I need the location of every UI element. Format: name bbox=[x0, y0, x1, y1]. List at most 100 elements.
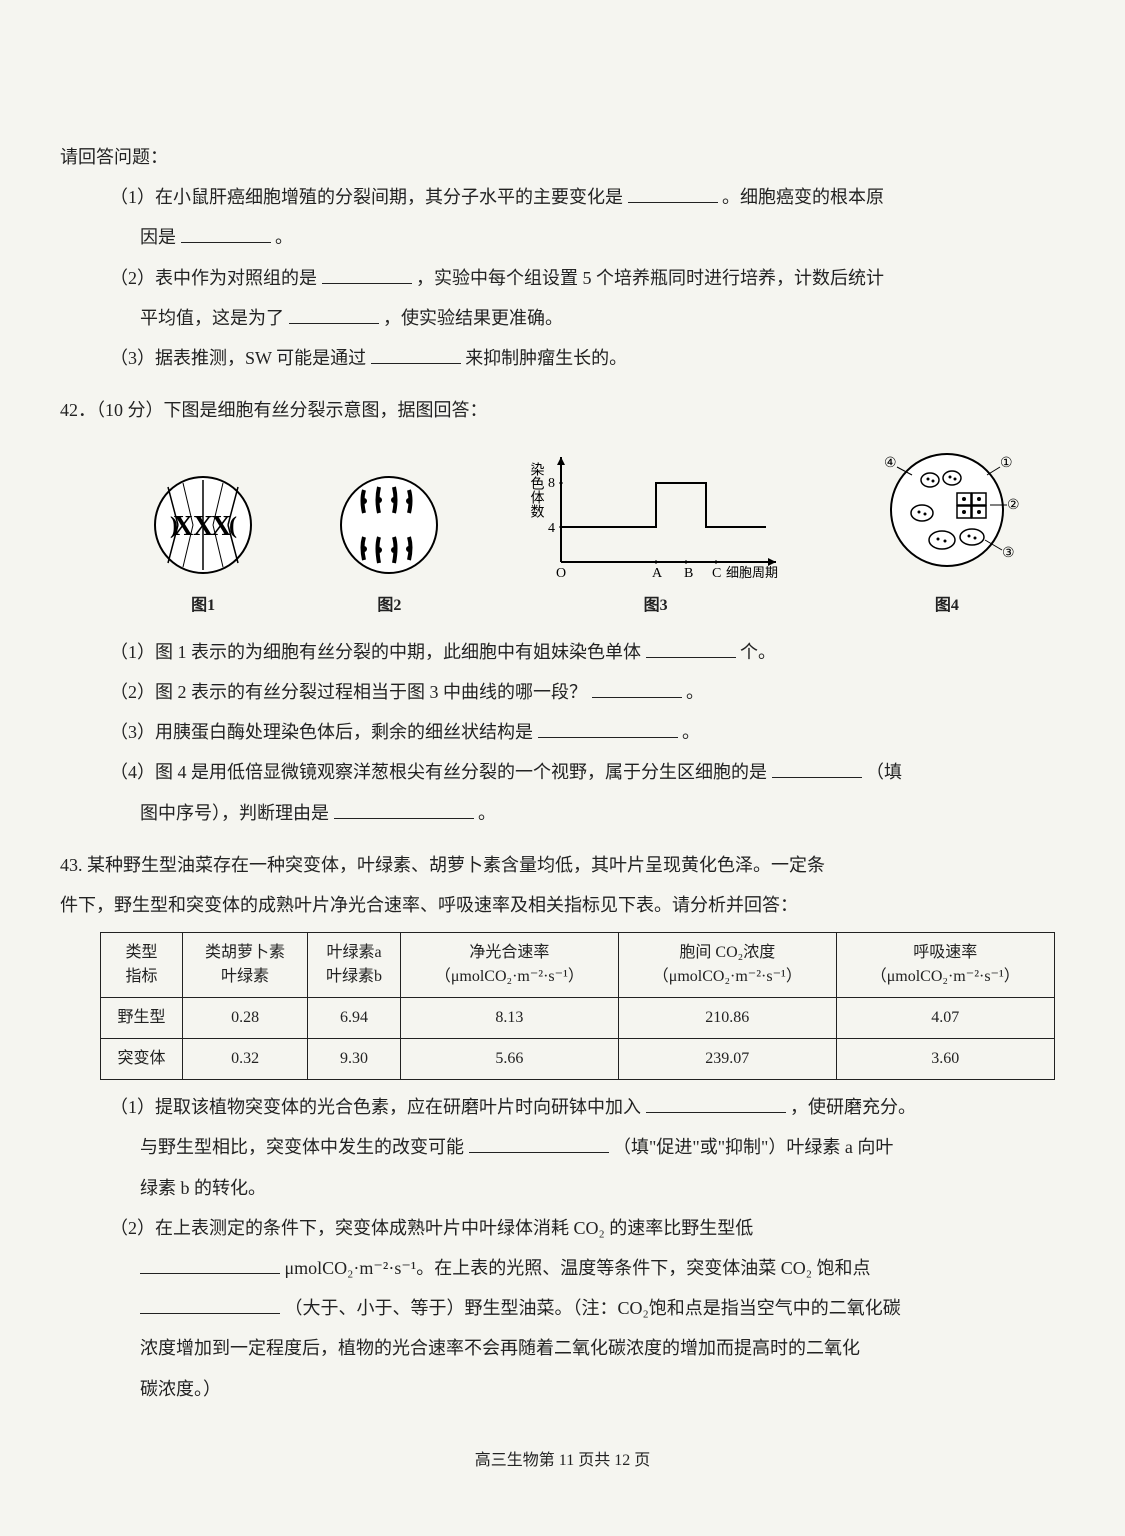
q1-b2-suffix: ，使实验结果更准确。 bbox=[383, 308, 563, 328]
table-cell: 0.28 bbox=[183, 998, 308, 1039]
table-cell: 8.13 bbox=[400, 998, 618, 1039]
q42-d-suffix: （填 bbox=[866, 762, 902, 782]
figure-4: ④ ① ② ③ 图4 bbox=[872, 445, 1022, 621]
q42-header: 42．（10 分）下图是细胞有丝分裂示意图，据图回答： bbox=[60, 393, 1065, 427]
q1-a2: 因是 。 bbox=[60, 220, 1065, 254]
q42-a-suffix: 个。 bbox=[740, 642, 776, 662]
svg-text:③: ③ bbox=[1002, 546, 1015, 561]
fig1-caption: 图1 bbox=[153, 591, 253, 621]
q42-a-text: （1）图 1 表示的为细胞有丝分裂的中期，此细胞中有姐妹染色单体 bbox=[110, 642, 641, 662]
figures-row: X X X ) ( 图1 图2 bbox=[110, 445, 1065, 621]
q1-c: （3）据表推测，SW 可能是通过 来抑制肿瘤生长的。 bbox=[60, 341, 1065, 375]
fig4-caption: 图4 bbox=[872, 591, 1022, 621]
q42-d2-suffix: 。 bbox=[478, 803, 496, 823]
blank bbox=[469, 1135, 609, 1153]
table-cell: 9.30 bbox=[308, 1039, 401, 1080]
blank bbox=[289, 306, 379, 324]
q43-a-suffix: ，使研磨充分。 bbox=[790, 1097, 916, 1117]
svg-text:④: ④ bbox=[884, 456, 897, 471]
q43-b2: μmolCO₂·m⁻²·s⁻¹。在上表的光照、温度等条件下，突变体油菜 CO₂ … bbox=[60, 1251, 1065, 1285]
q42-b-text: （2）图 2 表示的有丝分裂过程相当于图 3 中曲线的哪一段？ bbox=[110, 682, 587, 702]
svg-text:B: B bbox=[684, 566, 693, 581]
q43-header2: 件下，野生型和突变体的成熟叶片净光合速率、呼吸速率及相关指标见下表。请分析并回答… bbox=[60, 888, 1065, 922]
blank bbox=[334, 801, 474, 819]
blank bbox=[140, 1256, 280, 1274]
q1-a: （1）在小鼠肝癌细胞增殖的分裂间期，其分子水平的主要变化是 。细胞癌变的根本原 bbox=[60, 180, 1065, 214]
blank bbox=[538, 720, 678, 738]
table-header: 净光合速率（μmolCO₂·m⁻²·s⁻¹） bbox=[400, 933, 618, 998]
q42-c-text: （3）用胰蛋白酶处理染色体后，剩余的细丝状结构是 bbox=[110, 722, 533, 742]
data-table: 类型指标 类胡萝卜素叶绿素 叶绿素a叶绿素b 净光合速率（μmolCO₂·m⁻²… bbox=[100, 932, 1055, 1080]
q43-b2-suffix: μmolCO₂·m⁻²·s⁻¹。在上表的光照、温度等条件下，突变体油菜 CO₂ … bbox=[285, 1258, 871, 1278]
figure-2: 图2 bbox=[339, 475, 439, 621]
table-cell: 239.07 bbox=[618, 1039, 836, 1080]
blank bbox=[322, 266, 412, 284]
blank bbox=[371, 346, 461, 364]
cell-diagram-2 bbox=[339, 475, 439, 575]
svg-text:①: ① bbox=[1000, 456, 1013, 471]
microscope-view: ④ ① ② ③ bbox=[872, 445, 1022, 575]
q1-a2-suffix: 。 bbox=[275, 227, 293, 247]
svg-text:(: ( bbox=[229, 513, 237, 539]
svg-text:染色体数: 染色体数 bbox=[528, 462, 544, 518]
q1-b2-text: 平均值，这是为了 bbox=[140, 308, 284, 328]
q1-a2-text: 因是 bbox=[140, 227, 176, 247]
table-header: 胞间 CO₂浓度（μmolCO₂·m⁻²·s⁻¹） bbox=[618, 933, 836, 998]
table-header-row: 类型指标 类胡萝卜素叶绿素 叶绿素a叶绿素b 净光合速率（μmolCO₂·m⁻²… bbox=[101, 933, 1055, 998]
fig2-caption: 图2 bbox=[339, 591, 439, 621]
svg-text:②: ② bbox=[1007, 498, 1020, 513]
q1-b-text: （2）表中作为对照组的是 bbox=[110, 268, 317, 288]
svg-text:8: 8 bbox=[548, 476, 555, 491]
table-cell: 0.32 bbox=[183, 1039, 308, 1080]
svg-text:C: C bbox=[712, 566, 721, 581]
table-header: 叶绿素a叶绿素b bbox=[308, 933, 401, 998]
svg-text:): ) bbox=[170, 513, 178, 539]
figure-1: X X X ) ( 图1 bbox=[153, 475, 253, 621]
q42-b: （2）图 2 表示的有丝分裂过程相当于图 3 中曲线的哪一段？ 。 bbox=[60, 675, 1065, 709]
q42-d2-text: 图中序号），判断理由是 bbox=[140, 803, 329, 823]
intro-text: 请回答问题： bbox=[60, 140, 1065, 174]
q43-b5: 碳浓度。） bbox=[60, 1372, 1065, 1406]
q43-a2: 与野生型相比，突变体中发生的改变可能 （填"促进"或"抑制"）叶绿素 a 向叶 bbox=[60, 1130, 1065, 1164]
table-row: 野生型 0.28 6.94 8.13 210.86 4.07 bbox=[101, 998, 1055, 1039]
q43-b3-suffix: （大于、小于、等于）野生型油菜。（注：CO₂饱和点是指当空气中的二氧化碳 bbox=[285, 1298, 901, 1318]
q43-a3: 绿素 b 的转化。 bbox=[60, 1171, 1065, 1205]
blank bbox=[140, 1296, 280, 1314]
table-cell: 210.86 bbox=[618, 998, 836, 1039]
table-cell: 3.60 bbox=[836, 1039, 1054, 1080]
table-row: 突变体 0.32 9.30 5.66 239.07 3.60 bbox=[101, 1039, 1055, 1080]
q43-a2-mid: （填"促进"或"抑制"）叶绿素 a 向叶 bbox=[613, 1137, 893, 1157]
blank bbox=[646, 1095, 786, 1113]
table-header: 呼吸速率（μmolCO₂·m⁻²·s⁻¹） bbox=[836, 933, 1054, 998]
blank bbox=[772, 760, 862, 778]
table-cell: 6.94 bbox=[308, 998, 401, 1039]
q42-c-suffix: 。 bbox=[682, 722, 700, 742]
q42-d-text: （4）图 4 是用低倍显微镜观察洋葱根尖有丝分裂的一个视野，属于分生区细胞的是 bbox=[110, 762, 767, 782]
q43-b3: （大于、小于、等于）野生型油菜。（注：CO₂饱和点是指当空气中的二氧化碳 bbox=[60, 1291, 1065, 1325]
q1-b-mid: ，实验中每个组设置 5 个培养瓶同时进行培养，计数后统计 bbox=[416, 268, 884, 288]
svg-text:4: 4 bbox=[548, 521, 555, 536]
table-cell: 野生型 bbox=[101, 998, 183, 1039]
blank bbox=[592, 680, 682, 698]
q1-b2: 平均值，这是为了 ，使实验结果更准确。 bbox=[60, 301, 1065, 335]
q1-a-suffix: 。细胞癌变的根本原 bbox=[722, 187, 884, 207]
q42-a: （1）图 1 表示的为细胞有丝分裂的中期，此细胞中有姐妹染色单体 个。 bbox=[60, 635, 1065, 669]
q42-c: （3）用胰蛋白酶处理染色体后，剩余的细丝状结构是 。 bbox=[60, 715, 1065, 749]
cell-diagram-1: X X X ) ( bbox=[153, 475, 253, 575]
q43-b: （2）在上表测定的条件下，突变体成熟叶片中叶绿体消耗 CO₂ 的速率比野生型低 bbox=[60, 1211, 1065, 1245]
svg-text:O: O bbox=[556, 566, 566, 581]
fig3-caption: 图3 bbox=[526, 591, 786, 621]
figure-3: 染色体数 8 4 O A B C 细胞周期 图3 bbox=[526, 447, 786, 621]
blank bbox=[646, 640, 736, 658]
svg-text:A: A bbox=[652, 566, 663, 581]
table-cell: 4.07 bbox=[836, 998, 1054, 1039]
q1-a-text: （1）在小鼠肝癌细胞增殖的分裂间期，其分子水平的主要变化是 bbox=[110, 187, 623, 207]
line-graph: 染色体数 8 4 O A B C 细胞周期 bbox=[526, 447, 786, 587]
q43-a2-text: 与野生型相比，突变体中发生的改变可能 bbox=[140, 1137, 464, 1157]
q43-a: （1）提取该植物突变体的光合色素，应在研磨叶片时向研钵中加入 ，使研磨充分。 bbox=[60, 1090, 1065, 1124]
q1-b: （2）表中作为对照组的是 ，实验中每个组设置 5 个培养瓶同时进行培养，计数后统… bbox=[60, 261, 1065, 295]
q43-b4: 浓度增加到一定程度后，植物的光合速率不会再随着二氧化碳浓度的增加而提高时的二氧化 bbox=[60, 1331, 1065, 1365]
q42-d2: 图中序号），判断理由是 。 bbox=[60, 796, 1065, 830]
blank bbox=[181, 225, 271, 243]
page-footer: 高三生物第 11 页共 12 页 bbox=[60, 1446, 1065, 1476]
